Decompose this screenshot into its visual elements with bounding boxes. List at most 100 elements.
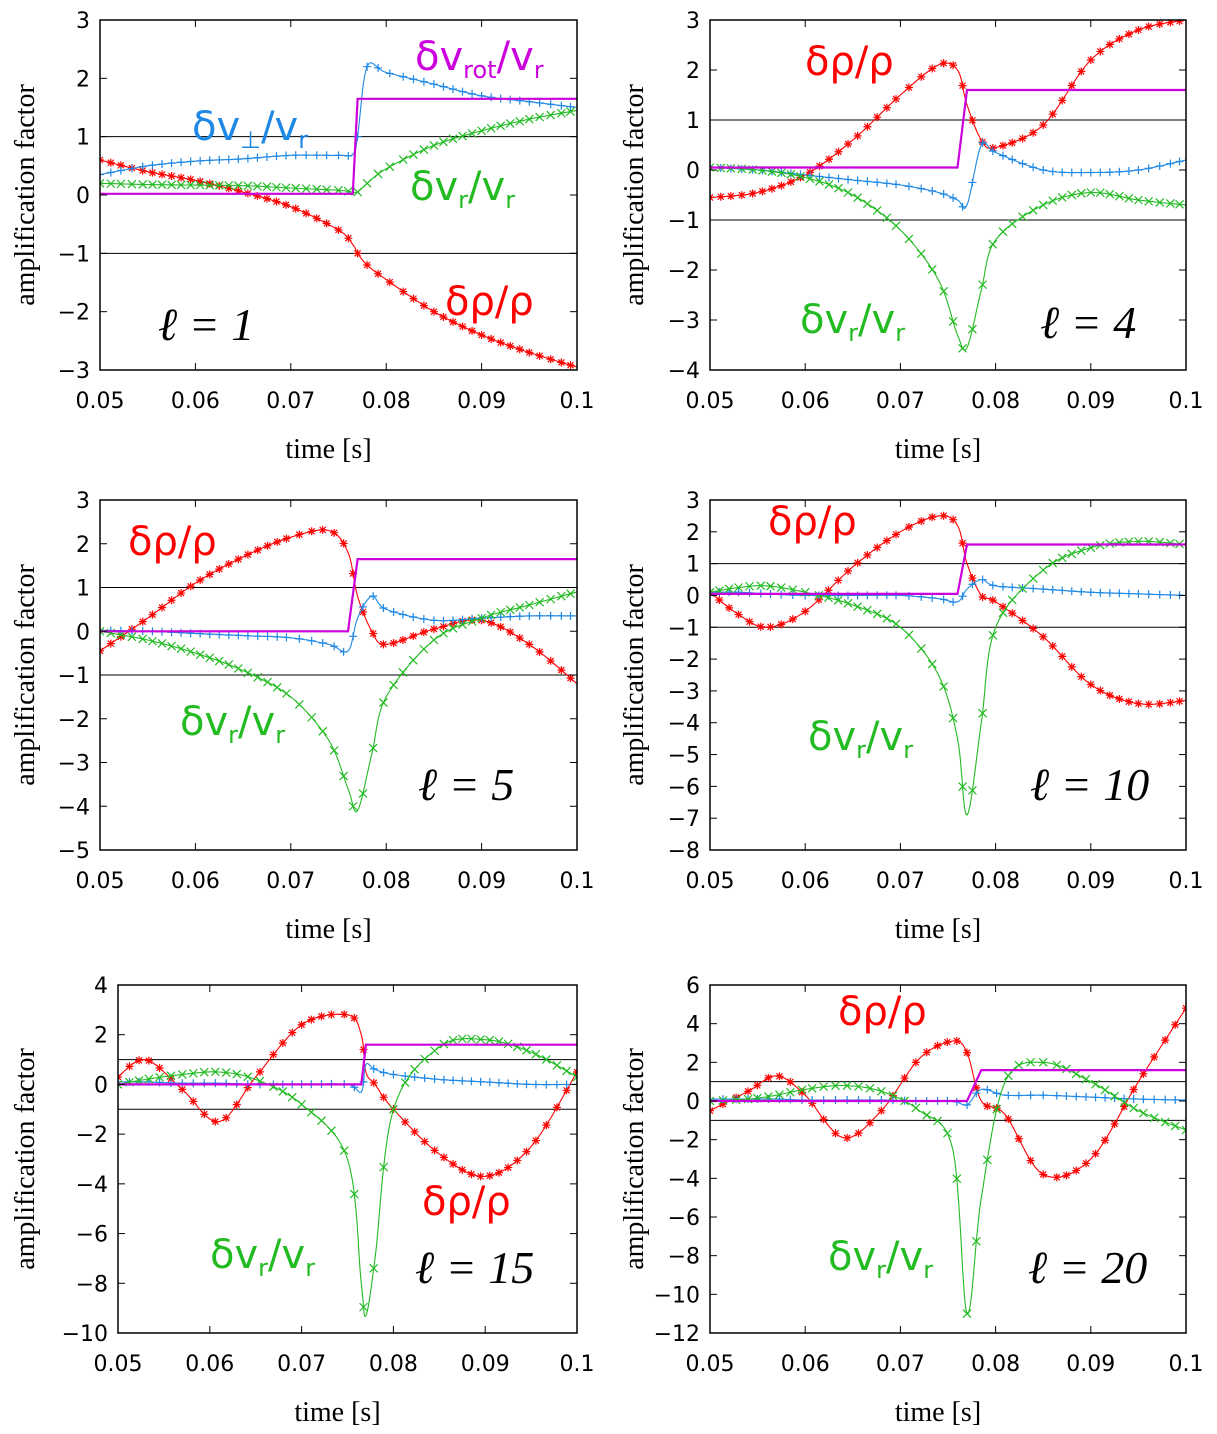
data-point <box>1138 1108 1148 1118</box>
plot-frame <box>709 984 1187 1334</box>
data-point <box>439 1153 448 1162</box>
data-point <box>487 618 496 627</box>
y-tick-label: 3 <box>76 489 90 514</box>
data-point <box>127 632 137 642</box>
data-point <box>400 1078 410 1087</box>
data-point <box>295 634 304 643</box>
data-point <box>1018 212 1027 222</box>
data-point <box>949 515 958 524</box>
data-point <box>291 204 300 213</box>
data-point <box>949 61 958 70</box>
data-point <box>756 622 765 631</box>
data-point <box>1038 565 1048 575</box>
data-point <box>334 226 343 234</box>
data-point <box>369 592 378 601</box>
data-point <box>429 80 438 89</box>
data-point <box>477 613 487 623</box>
data-point <box>877 1106 886 1115</box>
data-point <box>420 1074 429 1083</box>
series-annotation: δρ/ρ <box>768 499 857 545</box>
data-point <box>1175 157 1184 166</box>
data-point <box>917 517 926 526</box>
data-point <box>177 589 186 598</box>
x-tick-label: 0.09 <box>1066 389 1115 414</box>
x-tick-label: 0.1 <box>1169 389 1204 414</box>
data-point <box>834 183 843 193</box>
series-line <box>710 515 1186 705</box>
data-point <box>167 641 176 651</box>
data-point <box>262 194 271 203</box>
data-point <box>155 1063 164 1072</box>
data-point <box>546 110 556 120</box>
x-tick-label: 0.08 <box>971 1352 1020 1377</box>
data-point <box>825 173 833 182</box>
data-point <box>1072 1166 1081 1175</box>
data-point <box>865 1083 875 1093</box>
data-point <box>1048 110 1057 119</box>
data-point <box>253 546 262 555</box>
data-point <box>562 1080 571 1089</box>
y-tick-label: 4 <box>686 1013 700 1038</box>
x-tick-label: 0.09 <box>457 869 506 894</box>
data-point <box>744 1087 753 1096</box>
x-tick-label: 0.06 <box>185 1352 234 1377</box>
y-tick-label: −6 <box>76 1223 108 1248</box>
data-point <box>291 151 300 160</box>
data-point <box>302 151 311 160</box>
x-tick-label: 0.07 <box>277 1352 326 1377</box>
data-point <box>1086 680 1095 689</box>
data-point <box>911 1058 920 1067</box>
data-point <box>429 616 438 625</box>
data-point <box>542 1121 551 1130</box>
data-point <box>467 1077 476 1086</box>
data-point <box>922 1048 931 1057</box>
data-point <box>843 188 853 197</box>
data-point <box>363 261 372 269</box>
data-point <box>904 523 913 532</box>
data-point <box>1057 553 1067 563</box>
data-point <box>327 1010 336 1019</box>
data-point <box>854 1129 863 1138</box>
series-line <box>118 1013 577 1177</box>
data-point <box>892 530 901 539</box>
data-point <box>243 550 252 559</box>
data-point <box>1007 595 1017 605</box>
data-point <box>834 174 843 183</box>
data-point <box>1048 585 1057 594</box>
data-point <box>904 630 914 640</box>
data-point <box>269 1050 278 1059</box>
data-point <box>998 227 1008 237</box>
data-point <box>515 603 525 612</box>
series-density <box>710 20 1186 202</box>
x-tick-label: 0.1 <box>560 389 595 414</box>
data-point <box>724 584 734 594</box>
data-point <box>263 541 272 550</box>
data-point <box>1086 168 1095 177</box>
data-point <box>566 361 575 370</box>
data-point <box>339 771 349 781</box>
x-tick-label: 0.08 <box>362 389 411 414</box>
data-point <box>814 590 824 600</box>
data-point <box>127 164 136 173</box>
data-point <box>398 610 407 619</box>
y-tick-label: 2 <box>76 533 90 558</box>
y-axis-label: amplification factor <box>619 1048 650 1270</box>
data-point <box>330 528 339 537</box>
data-point <box>1161 1036 1170 1045</box>
data-point <box>399 72 408 81</box>
data-point <box>189 1097 198 1106</box>
data-point <box>834 576 843 585</box>
data-point <box>797 1085 807 1095</box>
data-point <box>429 635 439 645</box>
data-point <box>255 1067 264 1076</box>
data-point <box>1095 188 1105 198</box>
y-tick-label: 3 <box>686 9 700 34</box>
data-point <box>891 619 901 629</box>
data-point <box>542 1080 551 1089</box>
data-point <box>189 1079 198 1088</box>
y-axis-label: amplification factor <box>10 1048 41 1270</box>
data-point <box>476 1172 485 1181</box>
data-point <box>737 164 747 174</box>
data-point <box>716 192 725 201</box>
data-point <box>468 89 477 98</box>
